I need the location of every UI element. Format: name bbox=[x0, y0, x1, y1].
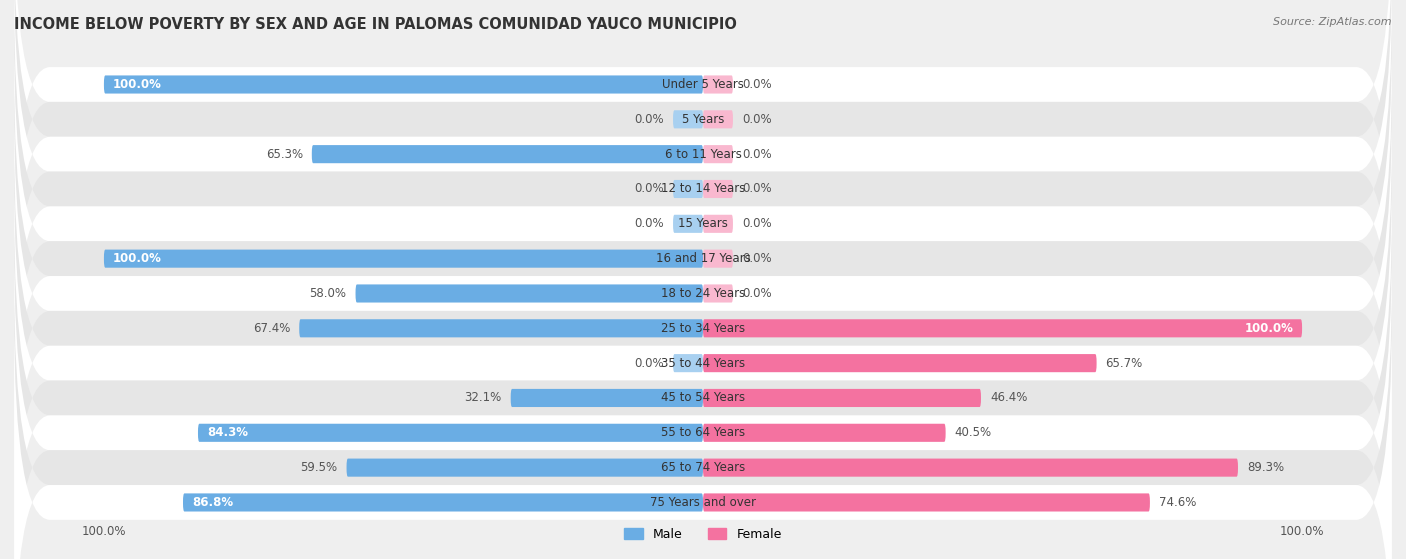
FancyBboxPatch shape bbox=[703, 75, 733, 93]
Text: 0.0%: 0.0% bbox=[634, 113, 664, 126]
Text: 16 and 17 Years: 16 and 17 Years bbox=[655, 252, 751, 265]
FancyBboxPatch shape bbox=[14, 172, 1392, 555]
Text: 100.0%: 100.0% bbox=[112, 78, 162, 91]
FancyBboxPatch shape bbox=[312, 145, 703, 163]
Text: 67.4%: 67.4% bbox=[253, 322, 290, 335]
Text: 65.3%: 65.3% bbox=[266, 148, 302, 160]
Text: 55 to 64 Years: 55 to 64 Years bbox=[661, 427, 745, 439]
FancyBboxPatch shape bbox=[703, 249, 733, 268]
Text: 0.0%: 0.0% bbox=[742, 182, 772, 196]
FancyBboxPatch shape bbox=[183, 494, 703, 511]
FancyBboxPatch shape bbox=[703, 285, 733, 302]
Text: 40.5%: 40.5% bbox=[955, 427, 991, 439]
Text: 0.0%: 0.0% bbox=[634, 217, 664, 230]
Legend: Male, Female: Male, Female bbox=[624, 528, 782, 541]
Text: 0.0%: 0.0% bbox=[742, 148, 772, 160]
FancyBboxPatch shape bbox=[356, 285, 703, 302]
Text: 65 to 74 Years: 65 to 74 Years bbox=[661, 461, 745, 474]
Text: 74.6%: 74.6% bbox=[1159, 496, 1197, 509]
FancyBboxPatch shape bbox=[673, 215, 703, 233]
FancyBboxPatch shape bbox=[104, 249, 703, 268]
FancyBboxPatch shape bbox=[14, 0, 1392, 311]
Text: 84.3%: 84.3% bbox=[207, 427, 247, 439]
FancyBboxPatch shape bbox=[703, 458, 1237, 477]
FancyBboxPatch shape bbox=[14, 206, 1392, 559]
Text: 45 to 54 Years: 45 to 54 Years bbox=[661, 391, 745, 405]
Text: INCOME BELOW POVERTY BY SEX AND AGE IN PALOMAS COMUNIDAD YAUCO MUNICIPIO: INCOME BELOW POVERTY BY SEX AND AGE IN P… bbox=[14, 17, 737, 32]
FancyBboxPatch shape bbox=[14, 32, 1392, 415]
Text: 89.3%: 89.3% bbox=[1247, 461, 1284, 474]
Text: 58.0%: 58.0% bbox=[309, 287, 346, 300]
FancyBboxPatch shape bbox=[703, 319, 1302, 338]
FancyBboxPatch shape bbox=[14, 67, 1392, 450]
FancyBboxPatch shape bbox=[703, 215, 733, 233]
FancyBboxPatch shape bbox=[198, 424, 703, 442]
Text: 6 to 11 Years: 6 to 11 Years bbox=[665, 148, 741, 160]
FancyBboxPatch shape bbox=[14, 102, 1392, 485]
Text: 75 Years and over: 75 Years and over bbox=[650, 496, 756, 509]
Text: 65.7%: 65.7% bbox=[1105, 357, 1143, 369]
Text: 32.1%: 32.1% bbox=[464, 391, 502, 405]
FancyBboxPatch shape bbox=[703, 110, 733, 129]
FancyBboxPatch shape bbox=[703, 494, 1150, 511]
Text: 0.0%: 0.0% bbox=[742, 78, 772, 91]
Text: 35 to 44 Years: 35 to 44 Years bbox=[661, 357, 745, 369]
FancyBboxPatch shape bbox=[346, 458, 703, 477]
Text: 0.0%: 0.0% bbox=[634, 357, 664, 369]
Text: 0.0%: 0.0% bbox=[742, 113, 772, 126]
Text: 12 to 14 Years: 12 to 14 Years bbox=[661, 182, 745, 196]
Text: 0.0%: 0.0% bbox=[742, 217, 772, 230]
Text: 0.0%: 0.0% bbox=[634, 182, 664, 196]
Text: 0.0%: 0.0% bbox=[742, 287, 772, 300]
FancyBboxPatch shape bbox=[14, 137, 1392, 520]
FancyBboxPatch shape bbox=[673, 110, 703, 129]
Text: 100.0%: 100.0% bbox=[112, 252, 162, 265]
FancyBboxPatch shape bbox=[673, 354, 703, 372]
Text: 25 to 34 Years: 25 to 34 Years bbox=[661, 322, 745, 335]
FancyBboxPatch shape bbox=[673, 180, 703, 198]
FancyBboxPatch shape bbox=[14, 241, 1392, 559]
Text: 86.8%: 86.8% bbox=[193, 496, 233, 509]
FancyBboxPatch shape bbox=[510, 389, 703, 407]
FancyBboxPatch shape bbox=[703, 389, 981, 407]
FancyBboxPatch shape bbox=[703, 145, 733, 163]
FancyBboxPatch shape bbox=[703, 424, 946, 442]
FancyBboxPatch shape bbox=[14, 0, 1392, 276]
FancyBboxPatch shape bbox=[14, 276, 1392, 559]
Text: 0.0%: 0.0% bbox=[742, 252, 772, 265]
Text: 100.0%: 100.0% bbox=[1244, 322, 1294, 335]
Text: Under 5 Years: Under 5 Years bbox=[662, 78, 744, 91]
Text: 18 to 24 Years: 18 to 24 Years bbox=[661, 287, 745, 300]
FancyBboxPatch shape bbox=[299, 319, 703, 338]
FancyBboxPatch shape bbox=[14, 0, 1392, 381]
Text: 15 Years: 15 Years bbox=[678, 217, 728, 230]
FancyBboxPatch shape bbox=[104, 75, 703, 93]
FancyBboxPatch shape bbox=[703, 180, 733, 198]
Text: Source: ZipAtlas.com: Source: ZipAtlas.com bbox=[1274, 17, 1392, 27]
FancyBboxPatch shape bbox=[14, 311, 1392, 559]
Text: 46.4%: 46.4% bbox=[990, 391, 1028, 405]
FancyBboxPatch shape bbox=[703, 354, 1097, 372]
FancyBboxPatch shape bbox=[14, 0, 1392, 345]
Text: 59.5%: 59.5% bbox=[301, 461, 337, 474]
Text: 5 Years: 5 Years bbox=[682, 113, 724, 126]
